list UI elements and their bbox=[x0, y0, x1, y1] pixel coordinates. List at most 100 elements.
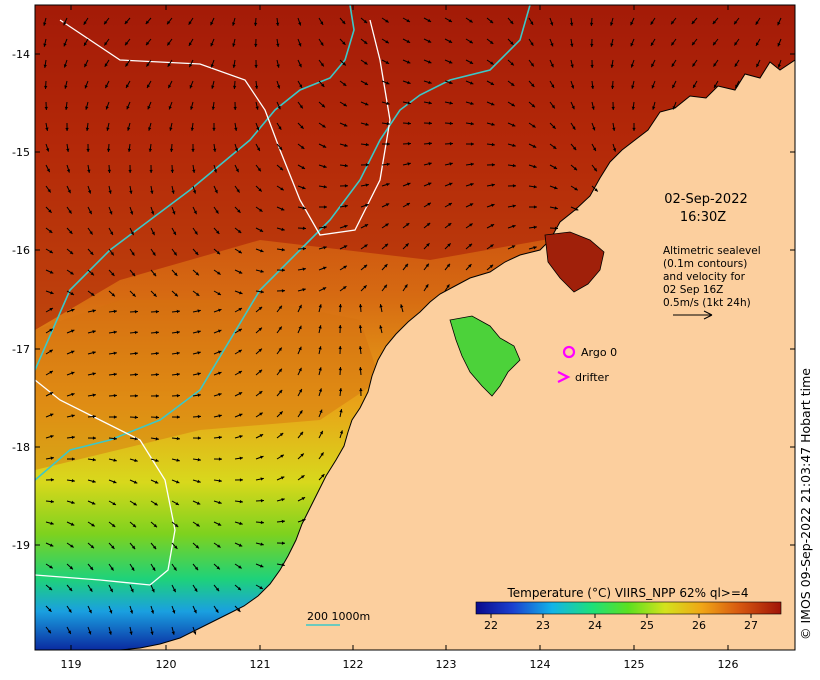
x-axis: 119 120 121 122 123 124 125 126 bbox=[61, 5, 739, 671]
velocity-arrowhead bbox=[258, 348, 262, 352]
velocity-arrowhead bbox=[404, 284, 408, 288]
velocity-arrowhead bbox=[258, 369, 263, 374]
velocity-arrowhead bbox=[43, 22, 47, 26]
velocity-arrowhead bbox=[260, 455, 264, 459]
velocity-arrowhead bbox=[322, 124, 326, 128]
velocity-arrowhead bbox=[130, 588, 134, 593]
velocity-arrowhead bbox=[70, 544, 74, 548]
velocity-arrowhead bbox=[425, 263, 429, 268]
velocity-arrowhead bbox=[322, 287, 327, 291]
velocity-arrowhead bbox=[146, 63, 150, 67]
velocity-arrowhead bbox=[92, 330, 96, 334]
velocity-arrowhead bbox=[344, 224, 348, 229]
velocity-arrowhead bbox=[192, 190, 197, 194]
velocity-arrowhead bbox=[89, 588, 93, 592]
velocity-arrowhead bbox=[489, 264, 494, 269]
velocity-arrowhead bbox=[45, 127, 49, 131]
y-axis: -14 -15 -16 -17 -18 -19 bbox=[12, 48, 795, 552]
velocity-arrowhead bbox=[365, 122, 369, 126]
velocity-arrowhead bbox=[323, 185, 327, 189]
velocity-arrowhead bbox=[302, 206, 306, 210]
velocity-arrowhead bbox=[66, 148, 70, 152]
velocity-arrowhead bbox=[215, 587, 220, 592]
velocity-arrowhead bbox=[197, 372, 201, 376]
velocity-arrowhead bbox=[343, 245, 348, 249]
velocity-arrowhead bbox=[49, 328, 53, 332]
velocity-arrowhead bbox=[278, 368, 282, 373]
velocity-arrowhead bbox=[105, 84, 109, 89]
velocity-arrowhead bbox=[83, 21, 87, 25]
velocity-arrowhead bbox=[511, 245, 516, 249]
velocity-arrowhead bbox=[90, 545, 94, 549]
velocity-arrowhead bbox=[238, 250, 242, 254]
velocity-arrowhead bbox=[510, 41, 514, 45]
velocity-arrowhead bbox=[134, 351, 138, 356]
velocity-arrowhead bbox=[300, 453, 304, 457]
velocity-arrowhead bbox=[68, 210, 72, 214]
velocity-arrowhead bbox=[734, 42, 738, 46]
velocity-arrowhead bbox=[155, 372, 159, 377]
velocity-arrowhead bbox=[259, 412, 263, 416]
velocity-arrowhead bbox=[176, 351, 180, 355]
velocity-arrowhead bbox=[365, 183, 369, 187]
y-tick-label: -15 bbox=[12, 146, 30, 159]
x-tick-label: 121 bbox=[250, 658, 271, 671]
velocity-arrowhead bbox=[170, 169, 174, 173]
velocity-arrowhead bbox=[755, 21, 759, 25]
velocity-arrowhead bbox=[358, 367, 363, 371]
velocity-arrowhead bbox=[511, 123, 516, 127]
velocity-arrowhead bbox=[92, 309, 96, 313]
velocity-arrowhead bbox=[712, 20, 717, 25]
velocity-arrowhead bbox=[650, 21, 654, 25]
velocity-arrowhead bbox=[195, 272, 199, 276]
velocity-arrowhead bbox=[155, 394, 159, 398]
velocity-arrowhead bbox=[258, 306, 263, 311]
velocity-arrowhead bbox=[610, 85, 615, 89]
velocity-arrowhead bbox=[134, 372, 138, 377]
velocity-arrowhead bbox=[338, 325, 342, 329]
velocity-arrowhead bbox=[428, 80, 432, 85]
velocity-arrowhead bbox=[364, 244, 368, 248]
velocity-arrowhead bbox=[512, 163, 516, 168]
velocity-arrowhead bbox=[338, 304, 343, 308]
velocity-arrowhead bbox=[197, 414, 201, 419]
velocity-arrowhead bbox=[611, 106, 615, 110]
velocity-arrowhead bbox=[50, 291, 54, 295]
velocity-arrowhead bbox=[672, 84, 676, 89]
velocity-arrowhead bbox=[108, 631, 112, 635]
velocity-arrowhead bbox=[301, 475, 305, 479]
velocity-arrowhead bbox=[590, 64, 594, 68]
velocity-arrowhead bbox=[155, 437, 159, 441]
velocity-arrowhead bbox=[447, 223, 452, 227]
velocity-arrowhead bbox=[254, 85, 259, 89]
velocity-arrowhead bbox=[236, 189, 240, 193]
velocity-arrowhead bbox=[50, 434, 54, 439]
velocity-arrowhead bbox=[238, 270, 243, 274]
velocity-arrowhead bbox=[489, 19, 494, 24]
velocity-arrowhead bbox=[176, 458, 180, 462]
velocity-arrowhead bbox=[210, 42, 214, 47]
velocity-arrowhead bbox=[256, 127, 260, 131]
velocity-arrowhead bbox=[88, 631, 92, 635]
velocity-arrowhead bbox=[146, 41, 150, 46]
velocity-arrowhead bbox=[512, 184, 516, 188]
velocity-arrowhead bbox=[155, 351, 159, 356]
velocity-arrowhead bbox=[65, 127, 69, 131]
velocity-arrowhead bbox=[298, 325, 302, 330]
velocity-arrowhead bbox=[571, 105, 575, 110]
velocity-arrowhead bbox=[217, 522, 222, 526]
velocity-arrowhead bbox=[87, 190, 92, 194]
velocity-arrowhead bbox=[71, 500, 75, 504]
velocity-arrowhead bbox=[167, 20, 171, 25]
velocity-arrowhead bbox=[469, 60, 474, 64]
velocity-arrowhead bbox=[342, 41, 346, 45]
velocity-arrowhead bbox=[386, 101, 390, 105]
velocity-arrowhead bbox=[384, 264, 388, 268]
velocity-arrowhead bbox=[113, 458, 117, 462]
velocity-arrowhead bbox=[71, 392, 75, 397]
velocity-arrowhead bbox=[217, 350, 222, 354]
velocity-arrowhead bbox=[551, 84, 555, 88]
velocity-arrowhead bbox=[92, 372, 96, 376]
velocity-arrowhead bbox=[302, 226, 306, 230]
velocity-arrowhead bbox=[691, 20, 696, 25]
